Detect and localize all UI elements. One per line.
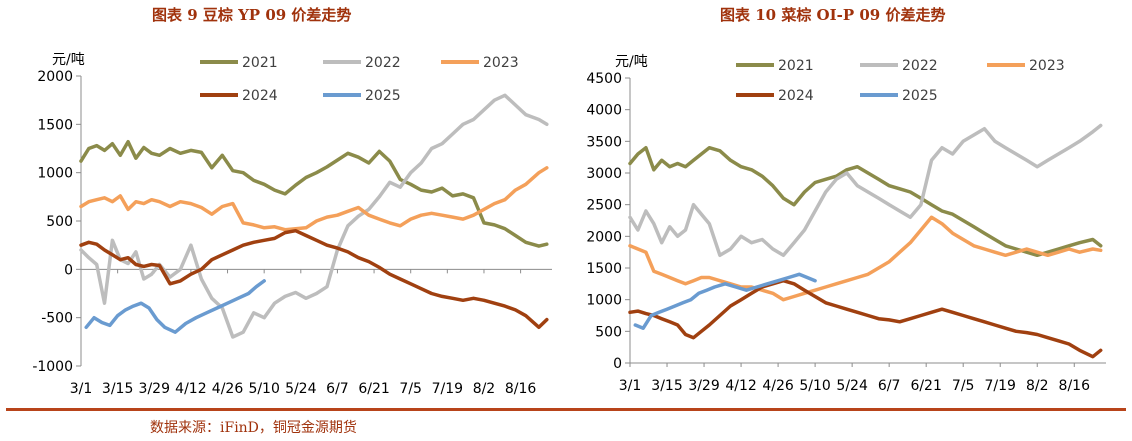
yp-series-line-2021 (79, 139, 549, 248)
yp-x-tick-label: 7/19 (432, 381, 463, 397)
oip-y-tick-label: 1000 (586, 293, 622, 309)
yp-x-tick-label: 6/21 (358, 381, 389, 397)
yp-series-line-2024 (79, 228, 549, 330)
yp-y-tick-label: 1000 (37, 166, 73, 182)
oip-y-unit-label: 元/吨 (615, 54, 648, 70)
yp-y-tick-label: 2000 (37, 69, 73, 85)
oip-series-line-2024 (628, 278, 1103, 359)
yp-x-tick-label: 4/26 (212, 381, 244, 397)
oip-y-tick-label: 3000 (586, 166, 622, 182)
yp-x-tick-label: 3/1 (70, 381, 93, 397)
yp-y-tick-label: -1000 (32, 359, 73, 375)
yp-x-tick-label: 4/12 (175, 381, 206, 397)
oip-x-tick-label: 3/1 (619, 378, 642, 394)
oip-x-tick-label: 4/12 (725, 378, 756, 394)
oip-x-tick-label: 7/5 (952, 378, 975, 394)
oip-x-tick-label: 3/29 (688, 378, 719, 394)
yp-series-line-2022 (79, 93, 549, 339)
oip-series-line-2025 (633, 272, 817, 330)
yp-legend-label-2025: 2025 (365, 88, 401, 104)
yp-x-tick-label: 8/2 (473, 381, 496, 397)
oip-x-tick-label: 6/21 (910, 378, 941, 394)
oip-y-tick-label: 500 (595, 324, 622, 340)
yp-legend-label-2022: 2022 (365, 55, 401, 71)
oip-x-tick-label: 6/7 (878, 378, 901, 394)
yp-y-tick-label: 0 (64, 262, 73, 278)
yp-x-tick-label: 5/24 (285, 381, 317, 397)
chart-oi-p-spread: 元/吨 0 500 1000 1500 2000 2500 3000 3500 4000 4500 3… (586, 54, 1106, 394)
yp-x-tick-label: 8/16 (505, 381, 537, 397)
oip-legend-label-2021: 2021 (778, 58, 814, 74)
yp-x-tick-label: 7/5 (399, 381, 422, 397)
data-source-note: 数据来源：iFinD，铜冠金源期货 (150, 420, 357, 436)
yp-y-tick-label: 1500 (37, 117, 73, 133)
oip-legend-label-2022: 2022 (902, 58, 938, 74)
yp-legend-label-2024: 2024 (242, 88, 278, 104)
chart-title-oi-p: 图表 10 菜棕 OI-P 09 价差走势 (720, 6, 946, 24)
oip-y-tick-label: 4000 (586, 103, 622, 119)
oip-y-tick-label: 4500 (586, 71, 622, 87)
oip-x-tick-label: 8/16 (1059, 378, 1091, 394)
yp-x-tick-label: 3/29 (139, 381, 170, 397)
oip-series-line-2021 (628, 145, 1103, 258)
oip-y-tick-label: 0 (613, 356, 622, 372)
oip-y-tick-label: 3500 (586, 134, 622, 150)
oip-series-line-2022 (628, 123, 1103, 258)
yp-x-tick-label: 5/10 (248, 381, 279, 397)
oip-x-tick-label: 4/26 (762, 378, 794, 394)
oip-x-tick-label: 7/19 (984, 378, 1015, 394)
chart-title-yp: 图表 9 豆棕 YP 09 价差走势 (152, 6, 352, 24)
oip-y-tick-label: 1500 (586, 261, 622, 277)
oip-x-tick-label: 5/10 (799, 378, 830, 394)
oip-series-line-2023 (628, 215, 1103, 302)
oip-y-tick-label: 2000 (586, 229, 622, 245)
yp-x-tick-label: 3/15 (102, 381, 133, 397)
yp-legend-label-2023: 2023 (483, 55, 519, 71)
yp-x-tick-label: 6/7 (326, 381, 349, 397)
yp-y-tick-label: 500 (46, 214, 73, 230)
yp-y-tick-label: -500 (41, 311, 73, 327)
chart-yp-spread: 元/吨 -1000 -500 0 500 1000 1500 2000 3/1 3/15 3/29 4… (32, 52, 552, 397)
oip-y-tick-label: 2500 (586, 198, 622, 214)
yp-legend-label-2021: 2021 (242, 55, 278, 71)
footer-divider (6, 408, 1126, 411)
yp-y-unit-label: 元/吨 (52, 52, 85, 68)
oip-legend-label-2023: 2023 (1029, 58, 1065, 74)
oip-legend-label-2024: 2024 (778, 88, 814, 104)
oip-legend-label-2025: 2025 (902, 88, 938, 104)
yp-series-line-2023 (79, 166, 549, 232)
yp-series-line-2025 (84, 279, 266, 334)
oip-x-tick-label: 8/2 (1026, 378, 1049, 394)
oip-x-tick-label: 3/15 (651, 378, 682, 394)
oip-x-tick-label: 5/24 (836, 378, 868, 394)
